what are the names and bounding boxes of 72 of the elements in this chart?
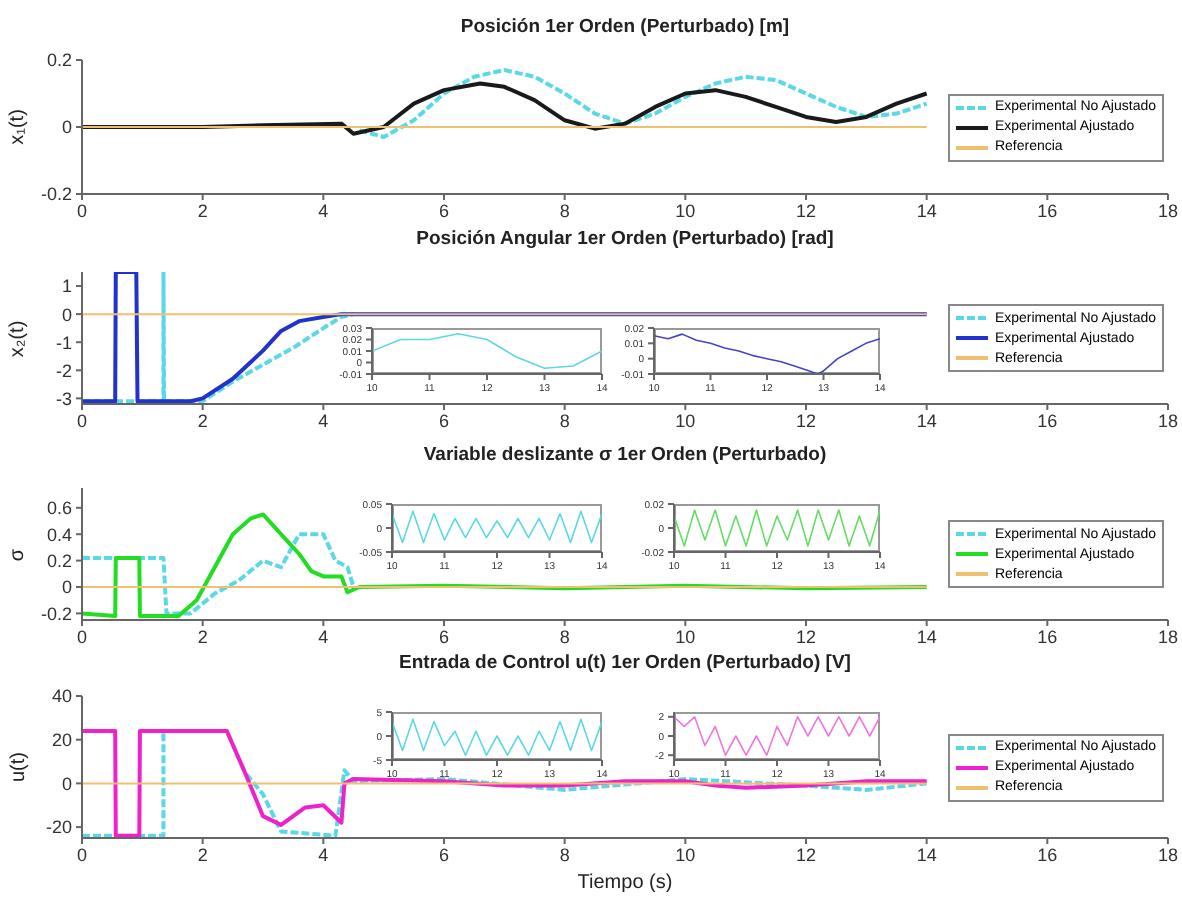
x-tick-label: 10: [675, 844, 696, 865]
x-tick-label: 4: [318, 626, 329, 647]
y-axis-title: x₁(t): [7, 109, 29, 145]
y-tick-label: 0: [61, 117, 72, 138]
x-tick-label: 8: [559, 200, 570, 221]
line-series: [82, 272, 929, 404]
x-tick-label: 0: [76, 626, 88, 647]
y-tick-label: 20: [51, 730, 72, 751]
y-tick-label: -0.2: [40, 184, 72, 205]
x-tick-label: 4: [318, 200, 329, 221]
x-tick-label: 8: [559, 410, 570, 431]
x-tick-label: 14: [916, 844, 937, 865]
y-tick-label: 40: [51, 686, 72, 707]
y-tick-label: -1: [55, 332, 72, 353]
x-tick-label: 2: [197, 200, 208, 221]
x-tick-label: 14: [916, 200, 937, 221]
y-tick-label: 0: [61, 577, 72, 598]
chart-title: Variable deslizante σ 1er Orden (Perturbado): [421, 444, 829, 466]
y-tick-label: 0.2: [46, 550, 72, 571]
x-tick-label: 18: [1157, 626, 1179, 647]
line-series: [82, 728, 929, 838]
y-tick-label: -0.2: [40, 603, 72, 624]
x-tick-label: 14: [916, 410, 937, 431]
x-tick-label: 12: [795, 626, 817, 647]
x-tick-label: 4: [318, 844, 329, 865]
y-tick-label: -2: [55, 360, 72, 381]
line-series: [357, 68, 929, 140]
x-tick-label: 0: [76, 844, 88, 865]
chart-title: Posición Angular 1er Orden (Perturbado) [rad]: [414, 228, 836, 250]
x-tick-label: 6: [438, 410, 450, 431]
y-tick-label: 0: [61, 304, 72, 325]
x-tick-label: 12: [795, 200, 817, 221]
x-tick-label: 10: [675, 410, 696, 431]
x-tick-label: 16: [1037, 410, 1058, 431]
x-tick-label: 2: [197, 410, 208, 431]
y-tick-label: -3: [55, 388, 72, 409]
x-tick-label: 14: [916, 626, 937, 647]
x-tick-label: 16: [1037, 844, 1058, 865]
x-tick-label: 4: [318, 410, 329, 431]
x-tick-label: 2: [197, 626, 208, 647]
y-tick-label: 1: [61, 276, 72, 297]
x-tick-label: 6: [438, 626, 450, 647]
x-tick-label: 10: [675, 200, 696, 221]
x-tick-label: 6: [438, 200, 450, 221]
x-tick-label: 18: [1157, 410, 1179, 431]
y-axis-title: u(t): [7, 752, 29, 782]
x-tick-label: 16: [1037, 200, 1058, 221]
x-tick-label: 12: [795, 844, 817, 865]
x-tick-label: 12: [795, 410, 817, 431]
x-tick-label: 8: [559, 844, 570, 865]
x-axis-title: Tiempo (s): [577, 872, 673, 894]
line-series: [82, 532, 356, 616]
line-series: [82, 512, 929, 619]
line-series: [82, 81, 929, 136]
x-tick-label: 10: [675, 626, 696, 647]
x-tick-label: 0: [76, 200, 88, 221]
y-axis-title: σ: [6, 547, 29, 561]
x-tick-label: 2: [197, 844, 208, 865]
x-tick-label: 18: [1157, 200, 1179, 221]
x-tick-label: 8: [559, 626, 570, 647]
x-tick-label: 0: [76, 410, 88, 431]
chart-title: Posición 1er Orden (Perturbado) [m]: [458, 16, 792, 38]
x-tick-label: 16: [1037, 626, 1058, 647]
y-axis-title: x₂(t): [7, 319, 30, 357]
x-tick-label: 6: [438, 844, 450, 865]
y-tick-label: 0.2: [46, 50, 72, 71]
chart-title: Entrada de Control u(t) 1er Orden (Perturbado) [V]: [397, 652, 853, 674]
x-tick-label: 18: [1157, 844, 1179, 865]
y-tick-label: 0.6: [46, 498, 72, 519]
y-tick-label: -20: [45, 817, 72, 838]
line-series: [392, 510, 602, 544]
y-tick-label: 0.4: [46, 524, 72, 545]
